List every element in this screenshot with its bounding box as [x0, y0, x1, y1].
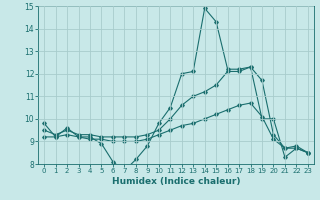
X-axis label: Humidex (Indice chaleur): Humidex (Indice chaleur) — [112, 177, 240, 186]
